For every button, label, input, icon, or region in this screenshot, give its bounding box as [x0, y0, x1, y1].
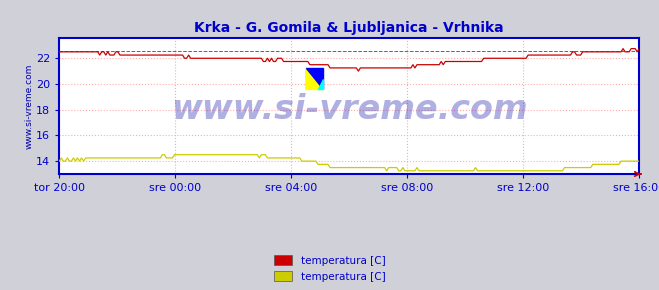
Polygon shape — [306, 68, 323, 90]
Title: Krka - G. Gomila & Ljubljanica - Vrhnika: Krka - G. Gomila & Ljubljanica - Vrhnika — [194, 21, 504, 35]
Y-axis label: www.si-vreme.com: www.si-vreme.com — [24, 63, 33, 148]
Polygon shape — [318, 79, 323, 90]
Polygon shape — [306, 68, 323, 90]
Text: www.si-vreme.com: www.si-vreme.com — [171, 93, 528, 126]
Legend: temperatura [C], temperatura [C]: temperatura [C], temperatura [C] — [270, 252, 389, 285]
